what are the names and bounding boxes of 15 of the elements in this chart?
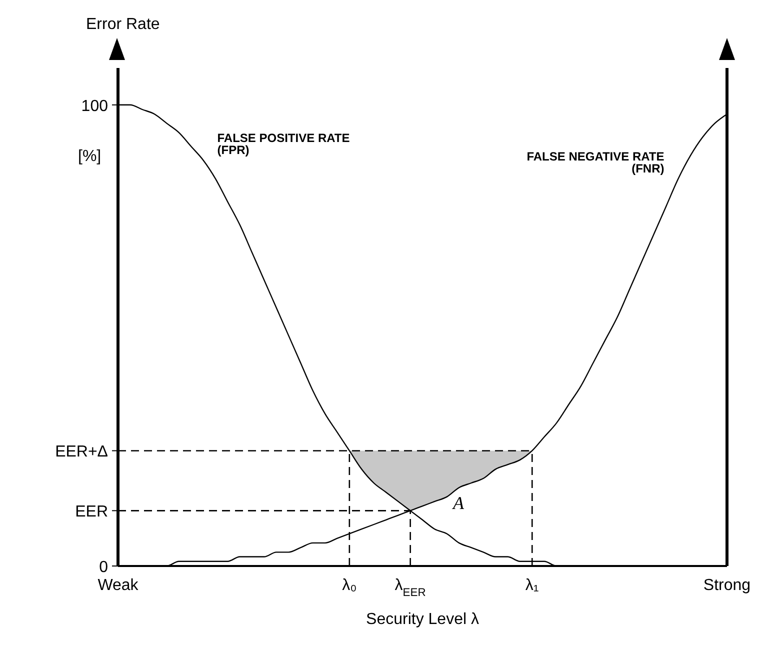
x-tick-label: λ$_{EER}$ xyxy=(394,577,426,599)
text: [%] xyxy=(78,148,102,165)
annotation: A xyxy=(453,493,464,513)
y-axis-title: Error Rate xyxy=(86,16,160,33)
y-tick-label: 0 xyxy=(99,559,108,576)
x-tick-label: Strong xyxy=(703,577,751,594)
y-tick-label: EER+Δ xyxy=(55,444,108,461)
x-tick-label: λ₁ xyxy=(525,577,539,594)
y-tick-label: 100 xyxy=(81,98,108,115)
series-label: FALSE POSITIVE RATE (FPR) xyxy=(217,131,350,158)
series-label: FALSE NEGATIVE RATE (FNR) xyxy=(526,150,664,176)
x-tick-label: λ₀ xyxy=(342,577,357,594)
y-tick-label: EER xyxy=(75,504,108,521)
x-tick-label: Weak xyxy=(98,577,140,594)
x-axis-title: Security Level λ xyxy=(366,611,479,628)
